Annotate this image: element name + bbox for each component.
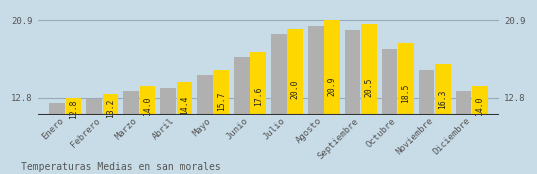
Text: 14.0: 14.0	[143, 97, 152, 116]
Bar	[103, 94, 118, 174]
Bar	[382, 49, 397, 174]
Text: 20.9: 20.9	[328, 77, 337, 96]
Text: 12.8: 12.8	[69, 100, 78, 119]
Bar	[271, 34, 287, 174]
Bar	[361, 24, 377, 174]
Text: 20.5: 20.5	[365, 78, 374, 97]
Text: 15.7: 15.7	[217, 92, 226, 111]
Text: 17.6: 17.6	[253, 86, 263, 106]
Bar	[213, 70, 229, 174]
Bar	[308, 26, 324, 174]
Bar	[398, 43, 413, 174]
Bar	[435, 64, 451, 174]
Text: 14.0: 14.0	[475, 97, 484, 116]
Text: Temperaturas Medias en san morales: Temperaturas Medias en san morales	[21, 162, 221, 172]
Bar	[472, 86, 488, 174]
Bar	[250, 52, 266, 174]
Bar	[419, 70, 434, 174]
Bar	[287, 29, 303, 174]
Bar	[124, 92, 139, 174]
Bar	[456, 92, 471, 174]
Text: 13.2: 13.2	[106, 99, 115, 118]
Bar	[160, 88, 176, 174]
Bar	[324, 21, 340, 174]
Text: 16.3: 16.3	[438, 90, 447, 109]
Text: 20.0: 20.0	[291, 79, 300, 99]
Bar	[234, 57, 250, 174]
Bar	[197, 75, 213, 174]
Bar	[177, 82, 192, 174]
Bar	[345, 30, 360, 174]
Bar	[140, 86, 155, 174]
Bar	[66, 98, 81, 174]
Text: 18.5: 18.5	[402, 84, 410, 103]
Text: 14.4: 14.4	[180, 95, 189, 115]
Bar	[86, 99, 102, 174]
Bar	[49, 103, 65, 174]
